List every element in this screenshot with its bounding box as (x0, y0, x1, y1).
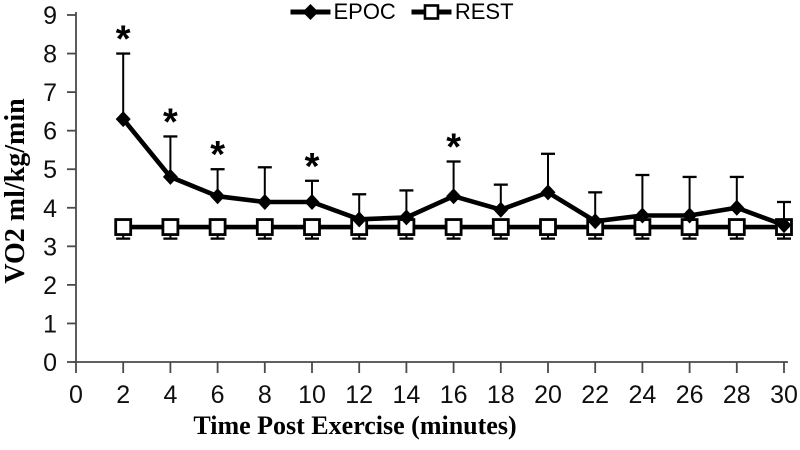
x-tick-label: 8 (258, 381, 272, 409)
x-tick-label: 28 (723, 381, 751, 409)
marker-diamond-epoc (257, 193, 273, 210)
marker-diamond-epoc (729, 199, 745, 216)
x-tick-label: 6 (211, 381, 225, 409)
significance-asterisk: * (446, 127, 461, 169)
marker-diamond-epoc (587, 213, 603, 230)
y-tick-label: 3 (43, 233, 57, 261)
y-axis-title: VO2 ml/kg/min (0, 98, 31, 284)
x-tick-label: 20 (534, 381, 562, 409)
marker-diamond-epoc (682, 207, 698, 224)
marker-diamond-epoc (398, 209, 414, 226)
y-tick-label: 0 (43, 349, 57, 377)
x-axis-title: Time Post Exercise (minutes) (193, 411, 516, 440)
x-tick-label: 4 (163, 381, 177, 409)
marker-diamond-epoc (493, 201, 509, 218)
x-tick-label: 12 (345, 381, 373, 409)
x-tick-label: 16 (440, 381, 468, 409)
significance-asterisk: * (163, 101, 178, 143)
x-tick-label: 22 (581, 381, 609, 409)
marker-diamond-epoc (115, 111, 131, 128)
x-tick-label: 26 (676, 381, 704, 409)
legend-item-rest: REST (411, 0, 514, 24)
marker-square-rest (444, 218, 463, 236)
x-tick-label: 10 (298, 381, 326, 409)
marker-square-rest (303, 218, 321, 236)
legend: EPOC REST (290, 0, 514, 24)
x-tick-label: 2 (116, 381, 130, 409)
legend-label-rest: REST (454, 0, 514, 24)
marker-square-rest (208, 218, 227, 236)
marker-square-rest (161, 218, 180, 236)
legend-item-epoc: EPOC (290, 0, 396, 24)
x-tick-label: 0 (69, 381, 83, 409)
y-tick-label: 7 (43, 79, 57, 107)
marker-diamond-epoc (162, 168, 178, 185)
significance-asterisk: * (305, 146, 320, 188)
significance-asterisk: * (210, 134, 225, 176)
y-tick-label: 9 (43, 2, 57, 30)
marker-diamond-epoc (540, 184, 556, 201)
x-tick-label: 30 (770, 381, 798, 409)
marker-square-rest (727, 218, 746, 236)
legend-label-epoc: EPOC (333, 0, 396, 24)
marker-square-rest (539, 218, 557, 236)
y-tick-label: 2 (43, 272, 57, 300)
marker-diamond-epoc (776, 217, 792, 234)
marker-square-rest (114, 218, 133, 236)
y-tick-label: 4 (43, 195, 57, 223)
x-tick-label: 24 (628, 381, 656, 409)
rest-line-square-icon (411, 4, 452, 20)
x-tick-label: 18 (487, 381, 515, 409)
x-tick-label: 14 (392, 381, 420, 409)
significance-asterisk: * (116, 19, 131, 61)
marker-diamond-epoc (351, 211, 367, 228)
marker-square-rest (255, 218, 274, 236)
y-tick-label: 6 (43, 118, 57, 146)
marker-diamond-epoc (210, 188, 226, 205)
marker-diamond-epoc (304, 193, 320, 210)
epoc-line-diamond-icon (290, 4, 331, 20)
y-tick-label: 1 (43, 310, 57, 338)
marker-diamond-epoc (634, 207, 650, 224)
marker-square-rest (491, 218, 510, 236)
y-tick-label: 8 (43, 41, 57, 69)
y-tick-label: 5 (43, 156, 57, 184)
marker-diamond-epoc (446, 188, 462, 205)
